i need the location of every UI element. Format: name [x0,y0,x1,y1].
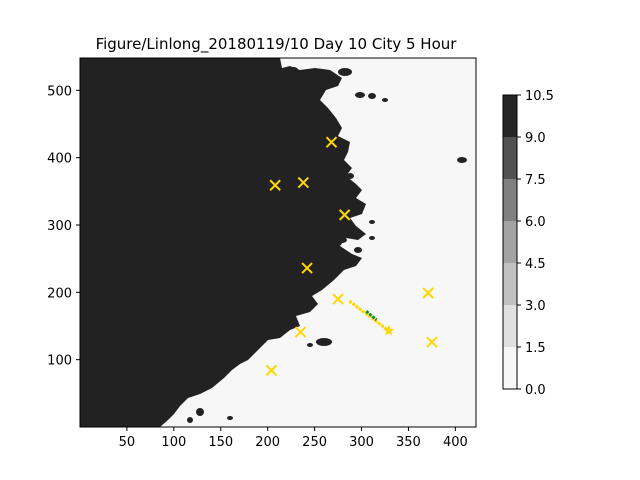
island [326,215,334,221]
island [316,338,332,346]
colorbar-tick-label: 9.0 [525,131,546,146]
colorbar-tick-label: 6.0 [525,215,546,230]
city-marker-stroke [338,209,351,221]
colorbar-segment [503,305,517,347]
city-marker [422,287,434,299]
island [382,98,388,102]
colorbar-tick-label: 4.5 [525,257,546,272]
city-marker [325,136,338,148]
city-marker-stroke [265,364,278,377]
city-marker-stroke [269,179,281,191]
y-tick-label: 400 [47,152,72,167]
x-tick-label: 250 [302,435,327,450]
island [337,237,347,243]
colorbar-tick-label: 0.0 [525,383,546,398]
city-marker [338,209,351,221]
island [369,236,375,240]
x-tick-label: 300 [349,435,374,450]
colorbar: 0.0 1.5 3.0 4.5 6.0 7.5 9.0 10.5 [502,89,554,398]
colorbar-frame [502,94,518,390]
city-marker [332,293,344,305]
y-tick-label: 300 [47,219,72,234]
x-tick-label: 100 [161,435,186,450]
island [290,67,298,73]
x-tick-label: 400 [443,435,468,450]
route-end-star [383,324,395,336]
island [346,173,354,179]
route-green-line [365,310,378,322]
x-tick-label: 50 [119,435,136,450]
island [196,408,204,416]
x-axis: 50 100 150 200 250 300 350 400 [119,427,468,450]
city-marker-stroke [426,336,438,348]
city-marker-stroke [325,136,338,148]
colorbar-segment [503,221,517,263]
city-marker [269,179,281,191]
colorbar-segment [503,137,517,179]
island [187,417,193,423]
colorbar-tick-label: 10.5 [525,89,554,104]
colorbar-segment [503,95,517,137]
city-marker [426,336,438,348]
island [307,343,313,347]
y-tick-label: 200 [47,286,72,301]
city-marker-stroke [301,262,313,274]
route-yellow-line [348,299,390,332]
city-marker [297,176,310,189]
plot-area [79,57,477,428]
island [227,416,233,420]
colorbar-segment [503,347,517,389]
route [348,299,395,336]
city-marker-stroke [294,326,307,338]
colorbar-tick-label: 3.0 [525,299,546,314]
city-markers [265,136,438,377]
city-marker-stroke [297,176,310,189]
colorbar-tick-label: 7.5 [525,173,546,188]
y-tick-label: 100 [47,354,72,369]
island [338,68,352,76]
colorbar-tick-label: 1.5 [525,341,546,356]
x-tick-label: 150 [208,435,233,450]
islands [187,67,467,423]
y-tick-label: 500 [47,84,72,99]
island [368,93,376,99]
city-marker [301,262,313,274]
colorbar-segment [503,263,517,305]
land-region [80,58,366,427]
island [354,247,362,253]
city-marker-stroke [422,287,434,299]
x-tick-label: 350 [396,435,421,450]
island [369,220,375,224]
x-tick-label: 200 [255,435,280,450]
city-marker [265,364,278,377]
city-marker-stroke [332,293,344,305]
plot-frame [79,57,477,428]
colorbar-segment [503,179,517,221]
island [457,157,467,163]
city-marker [294,326,307,338]
chart-title: Figure/Linlong_20180119/10 Day 10 City 5… [96,35,458,54]
island [355,92,365,98]
y-axis: 100 200 300 400 500 [47,84,80,369]
